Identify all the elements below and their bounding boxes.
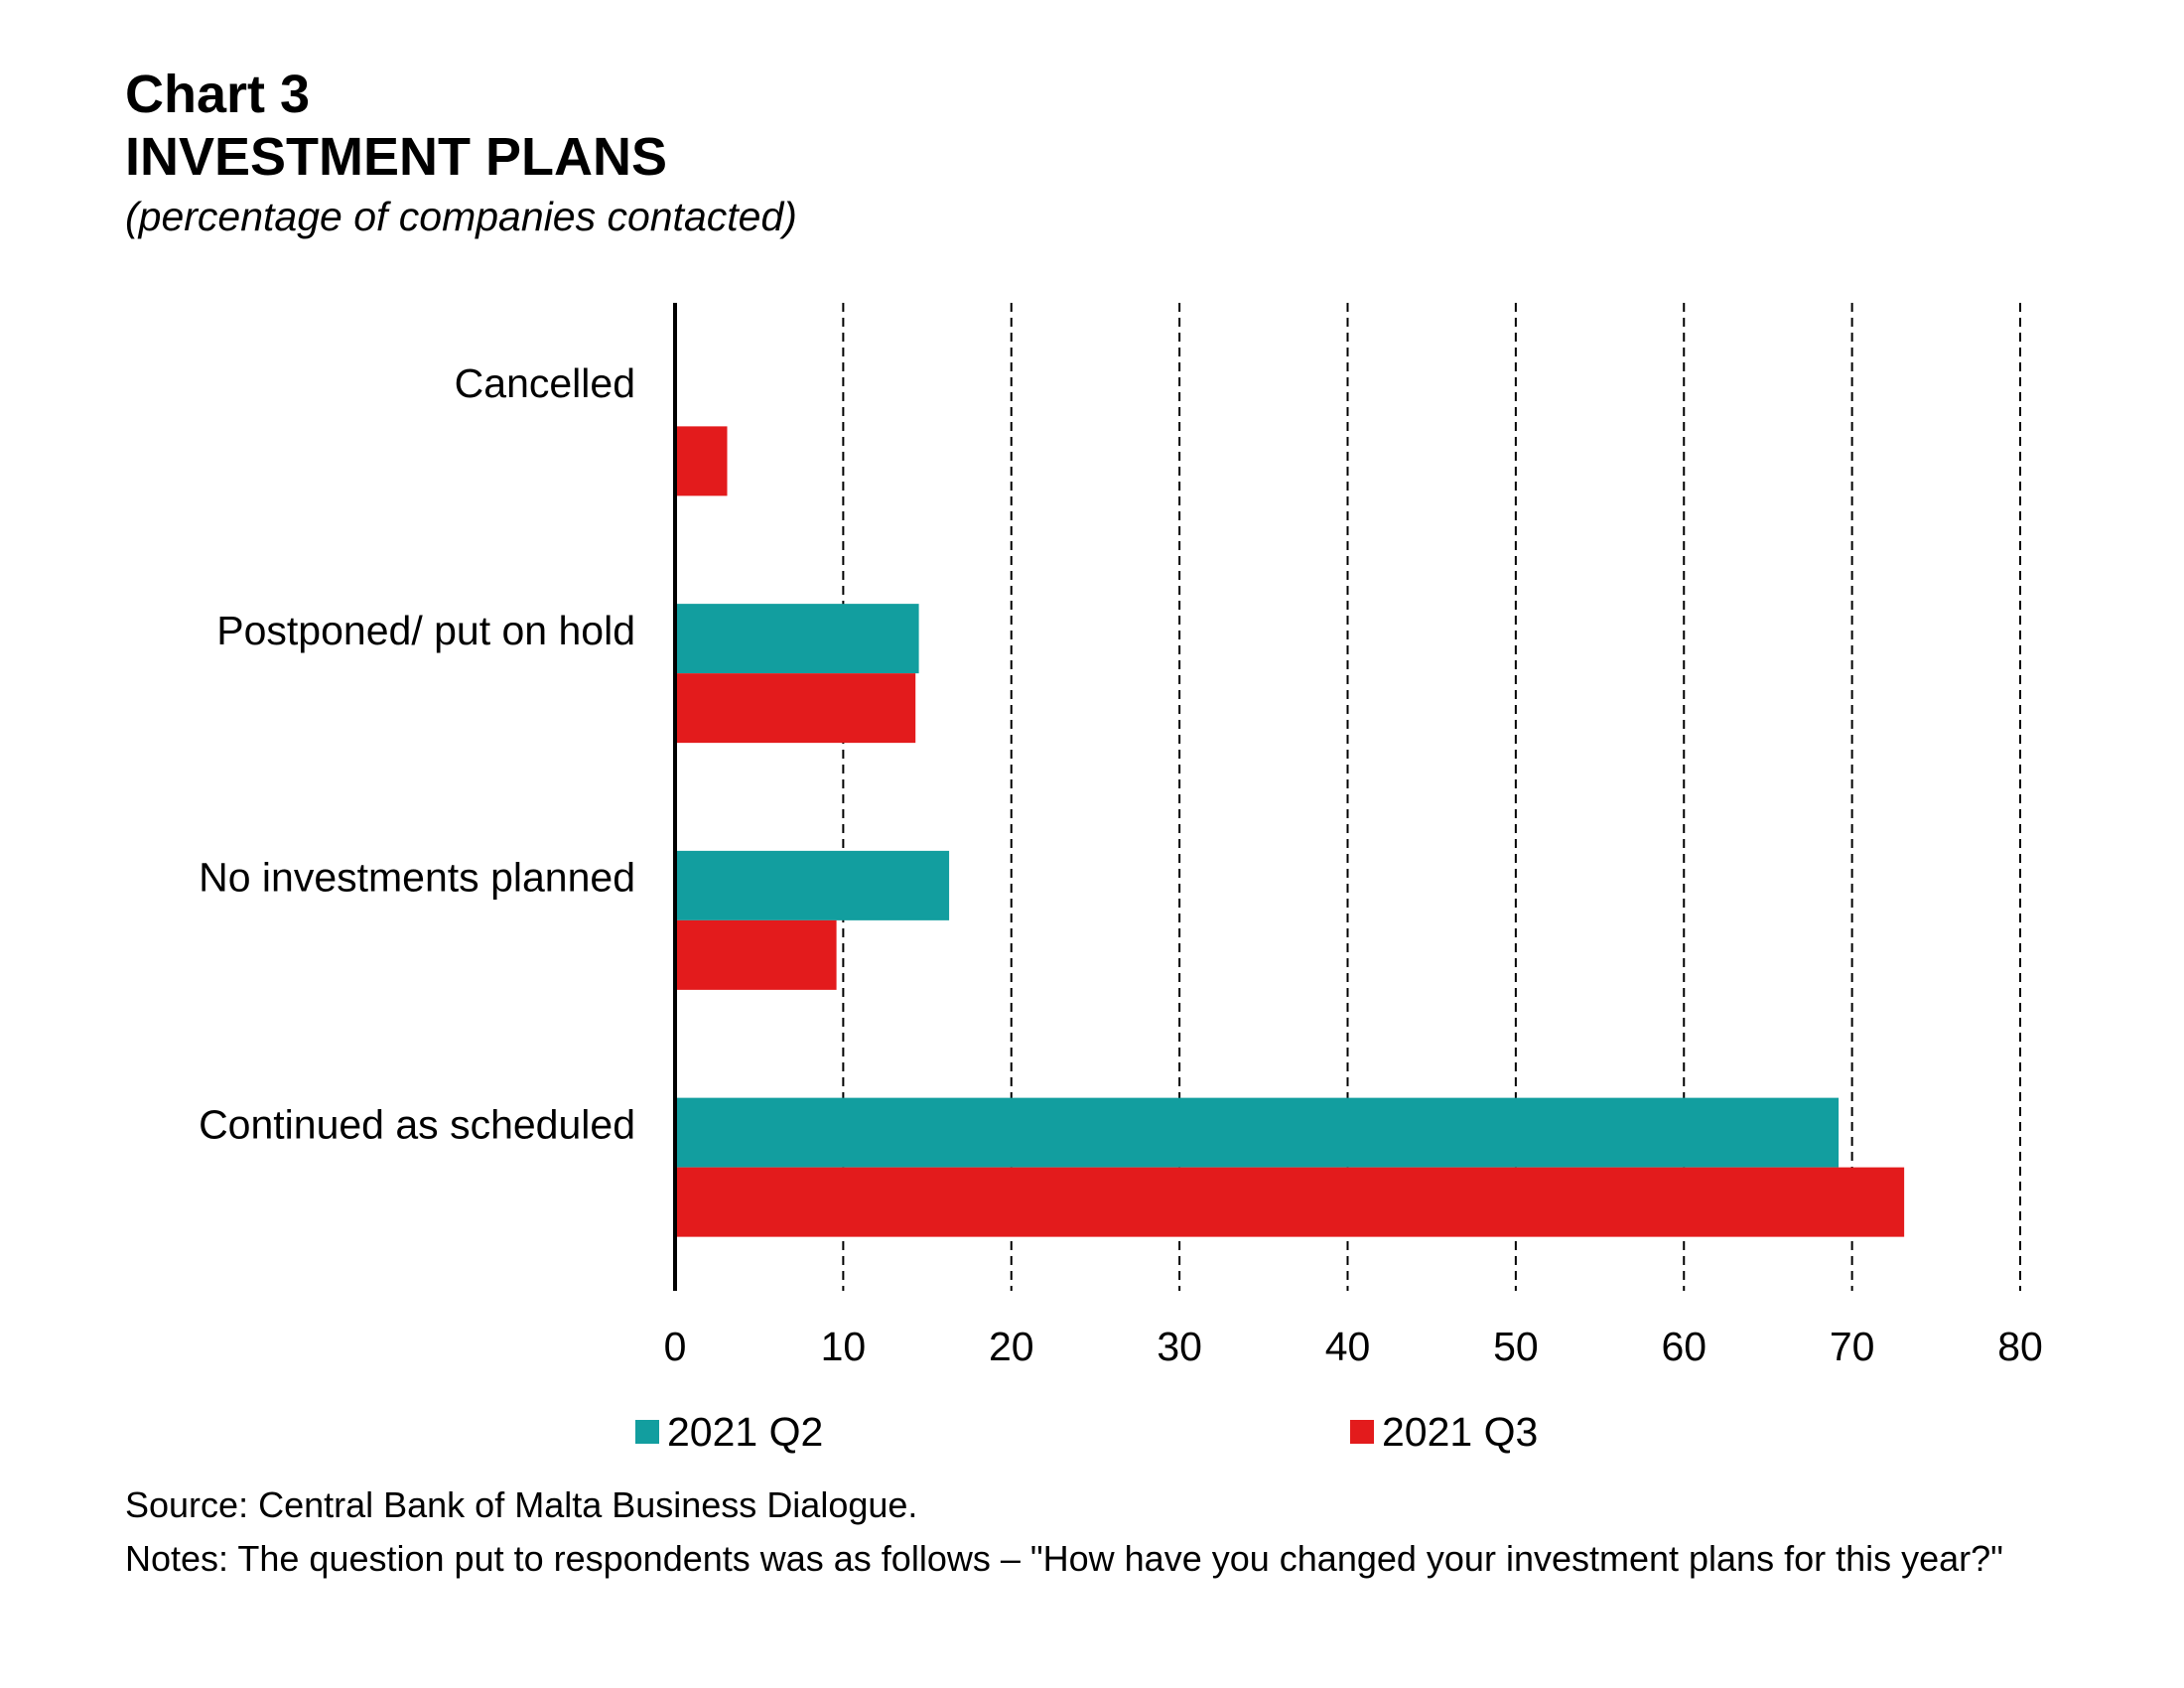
bar-chart: 0 10 20 30 40 50 60 70 80 Cancelled Postponed/ put… — [199, 303, 2043, 1369]
chart-subtitle: (percentage of companies contacted) — [125, 194, 797, 239]
bar-q2-1 — [675, 604, 919, 674]
bar-q2-3 — [675, 1097, 1840, 1168]
category-label-0: Cancelled — [455, 360, 635, 406]
x-tick-label-40: 40 — [1325, 1324, 1371, 1369]
bar-q2-2 — [675, 850, 950, 920]
category-label-3: Continued as scheduled — [199, 1101, 635, 1147]
legend-label-q2: 2021 Q2 — [667, 1409, 824, 1455]
bar-q3-0 — [675, 426, 728, 496]
legend: 2021 Q2 2021 Q3 — [0, 1402, 2184, 1462]
x-tick-label-20: 20 — [989, 1324, 1034, 1369]
x-tick-label-60: 60 — [1661, 1324, 1706, 1369]
x-tick-label-10: 10 — [821, 1324, 867, 1369]
x-tick-label-30: 30 — [1157, 1324, 1202, 1369]
legend-item-q3: 2021 Q3 — [1350, 1402, 1538, 1462]
x-tick-label-0: 0 — [664, 1324, 687, 1369]
notes-text: Notes: The question put to respondents w… — [125, 1538, 2003, 1579]
legend-swatch-q2 — [635, 1420, 659, 1444]
bar-q3-2 — [675, 919, 837, 990]
legend-item-q2: 2021 Q2 — [635, 1402, 823, 1462]
x-tick-label-50: 50 — [1493, 1324, 1539, 1369]
chart-header: Chart 3 INVESTMENT PLANS (percentage of … — [125, 64, 2011, 244]
chart-number: Chart 3 — [125, 65, 311, 124]
labels: 0 10 20 30 40 50 60 70 80 Cancelled Postponed/ put… — [199, 360, 2043, 1369]
legend-swatch-q3 — [1350, 1420, 1374, 1444]
bars — [675, 426, 1905, 1237]
chart-title: INVESTMENT PLANS — [125, 127, 668, 187]
bar-q3-3 — [675, 1167, 1905, 1237]
category-label-2: No investments planned — [199, 855, 635, 901]
legend-label-q3: 2021 Q3 — [1382, 1409, 1539, 1455]
bar-q3-1 — [675, 673, 916, 744]
category-label-1: Postponed/ put on hold — [216, 608, 635, 653]
chart-footer: Source: Central Bank of Malta Business D… — [125, 1481, 2051, 1583]
source-note: Source: Central Bank of Malta Business D… — [125, 1484, 918, 1525]
x-tick-label-80: 80 — [1997, 1324, 2043, 1369]
x-tick-label-70: 70 — [1830, 1324, 1875, 1369]
